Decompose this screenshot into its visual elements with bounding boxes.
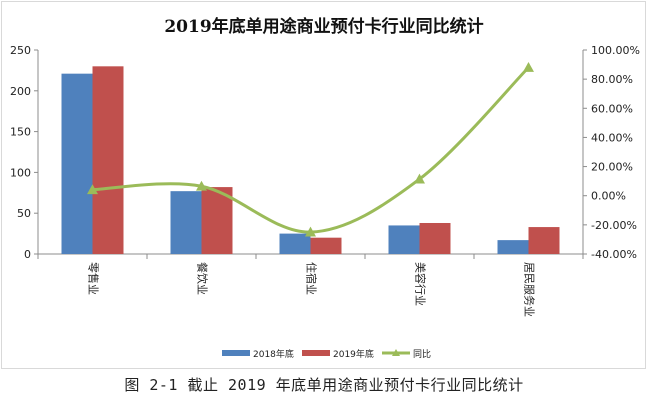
y-tick-label: 50 — [17, 207, 31, 220]
bar-2018 — [279, 233, 311, 254]
y2-tick-label: 20.00% — [591, 161, 633, 174]
figure-caption: 图 2-1 截止 2019 年底单用途商业预付卡行业同比统计 — [124, 376, 524, 394]
legend-marker — [392, 349, 400, 356]
y2-tick-label: 60.00% — [591, 102, 633, 115]
legend-swatch — [302, 350, 330, 356]
yoy-point — [305, 226, 316, 237]
yoy-point — [414, 173, 425, 184]
bars — [61, 66, 560, 254]
bar-2018 — [61, 73, 93, 254]
y2-tick-label: 40.00% — [591, 131, 633, 144]
legend-swatch — [222, 350, 250, 356]
yoy-line-path — [92, 66, 530, 234]
bar-2019 — [419, 222, 451, 254]
y-tick-label: 0 — [24, 248, 31, 261]
chart-title: 2019年底单用途商业预付卡行业同比统计 — [164, 16, 483, 37]
category-label: 餐饮业 — [196, 262, 210, 295]
y2-tick-label: -40.00% — [591, 248, 637, 261]
legend-label: 2018年底 — [253, 348, 294, 360]
bar-2019 — [528, 227, 560, 254]
y-tick-label: 200 — [10, 85, 31, 98]
bar-2019 — [201, 187, 233, 254]
yoy-point — [196, 180, 207, 191]
bar-line-chart: 2019年底单用途商业预付卡行业同比统计 0 50 100 150 200 250 -40.… — [10, 16, 640, 360]
y2-tick-label: 100.00% — [591, 44, 640, 57]
bar-2018 — [497, 240, 529, 254]
category-label: 住宿业 — [305, 262, 319, 295]
category-label: 美容行业 — [414, 262, 428, 306]
bar-2019 — [310, 237, 342, 254]
axes: 0 50 100 150 200 250 -40.00% -20.00% 0.00% 20.00%… — [10, 44, 640, 317]
legend: 2018年底 2019年底 同比 — [222, 348, 431, 360]
y2-tick-label: 80.00% — [591, 73, 633, 86]
category-label: 零售业 — [87, 262, 101, 295]
y2-tick-label: 0.00% — [591, 190, 626, 203]
legend-label: 同比 — [413, 348, 431, 360]
y-tick-label: 150 — [10, 126, 31, 139]
yoy-line — [87, 61, 534, 237]
bar-2019 — [92, 66, 124, 254]
legend-label: 2019年底 — [333, 348, 374, 360]
bar-2018 — [388, 225, 420, 254]
bar-2018 — [170, 191, 202, 254]
yoy-point — [87, 184, 98, 195]
category-label: 居民服务业 — [523, 262, 536, 317]
y2-tick-label: -20.00% — [591, 219, 637, 232]
yoy-point — [523, 61, 534, 72]
y-tick-label: 100 — [10, 166, 31, 179]
y-tick-label: 250 — [10, 44, 31, 57]
